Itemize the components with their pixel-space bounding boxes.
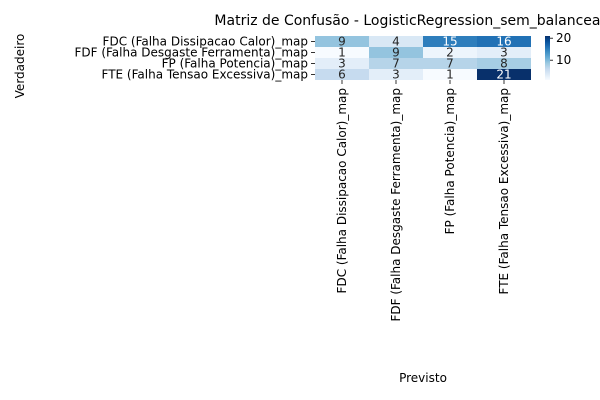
heatmap-cell (477, 69, 531, 80)
colorbar-tick-label: 20 (556, 31, 571, 45)
chart-title: Matriz de Confusão - LogisticRegression_… (214, 13, 600, 29)
cell-value-label: 1 (338, 46, 346, 60)
column-tick-labels: FDC (Falha Dissipacao Calor)_map FDF (Fal… (335, 80, 511, 322)
y-axis-label: Verdadeiro (13, 34, 27, 99)
column-tick-label: FDC (Falha Dissipacao Calor)_map (335, 88, 349, 293)
cell-value-label: 7 (446, 57, 454, 71)
heatmap-cell (315, 47, 369, 58)
heatmap-cell (423, 69, 477, 80)
cell-value-label: 8 (500, 57, 508, 71)
cell-value-label: 4 (392, 35, 400, 49)
heatmap-cell (477, 58, 531, 69)
cell-value-label: 3 (392, 68, 400, 82)
heatmap-cell (477, 36, 531, 47)
column-tick-label: FP (Falha Potencia)_map (443, 88, 457, 234)
column-tick-label: FTE (Falha Tensao Excessiva)_map (497, 88, 511, 295)
cell-value-label: 7 (392, 57, 400, 71)
heatmap-cell (423, 47, 477, 58)
row-tick-label: FTE (Falha Tensao Excessiva)_map (102, 68, 309, 82)
heatmap-cell (369, 36, 423, 47)
heatmap-cell (315, 58, 369, 69)
cell-value-label: 2 (446, 46, 454, 60)
colorbar-tick-label: 10 (556, 53, 571, 67)
colorbar: 10 20 (545, 31, 571, 80)
cell-value-label: 6 (338, 68, 346, 82)
heatmap-cell (315, 36, 369, 47)
cell-value-label: 15 (442, 35, 457, 49)
cell-value-label: 16 (496, 35, 511, 49)
heatmap-cell (315, 69, 369, 80)
row-tick-label: FDF (Falha Desgaste Ferramenta)_map (74, 46, 308, 60)
row-tick-label: FP (Falha Potencia)_map (162, 57, 308, 71)
column-tick-label: FDF (Falha Desgaste Ferramenta)_map (389, 88, 403, 322)
row-tick-label: FDC (Falha Dissipacao Calor)_map (103, 35, 308, 49)
cell-value-label: 9 (392, 46, 400, 60)
x-axis-label: Previsto (399, 371, 447, 385)
heatmap-cells (315, 36, 531, 80)
heatmap-cell (477, 47, 531, 58)
cell-value-label: 3 (500, 46, 508, 60)
colorbar-gradient (545, 36, 550, 80)
heatmap-cell (369, 69, 423, 80)
heatmap-cell (369, 58, 423, 69)
heatmap-cell (423, 58, 477, 69)
cell-value-label: 9 (338, 35, 346, 49)
cell-value-label: 1 (446, 68, 454, 82)
cell-value-label: 3 (338, 57, 346, 71)
heatmap-cell (369, 47, 423, 58)
heatmap-cell-labels: 9 4 15 161 9 2 33 7 7 86 3 1 21 (338, 35, 511, 82)
cell-value-label: 21 (496, 68, 511, 82)
heatmap-cell (423, 36, 477, 47)
